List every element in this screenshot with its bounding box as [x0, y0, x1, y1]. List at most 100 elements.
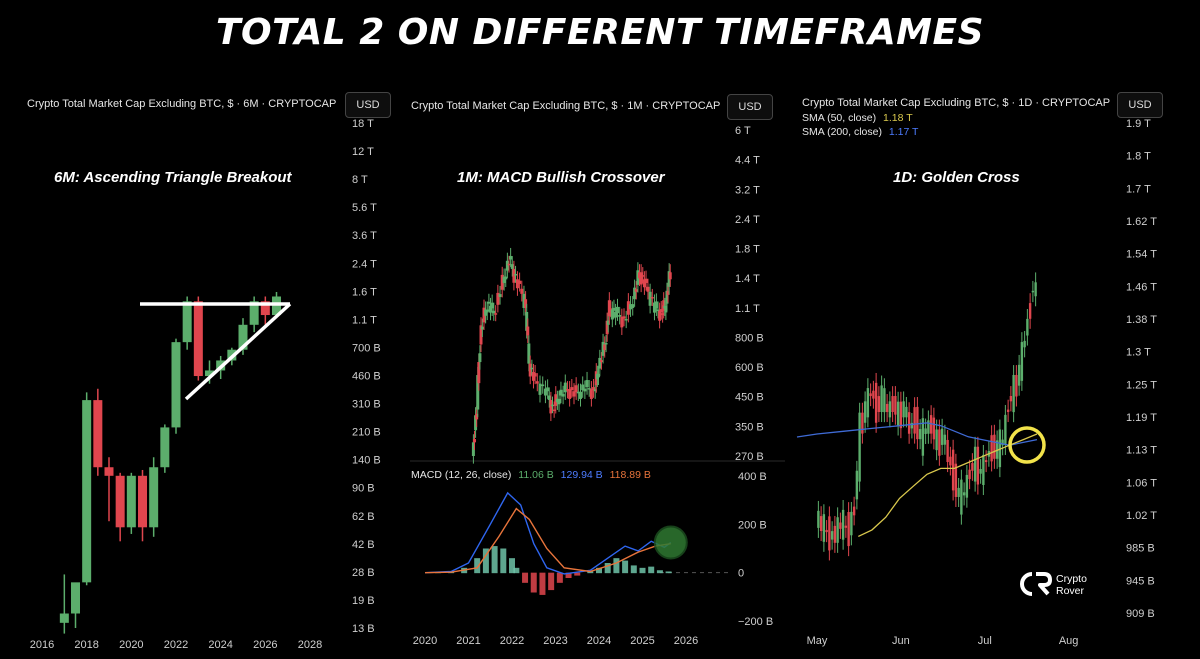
candle-1d	[990, 435, 993, 462]
candle-1d	[1026, 318, 1029, 336]
macd-histogram-bar	[500, 548, 507, 574]
macd-crossover-highlight	[653, 525, 688, 560]
y-tick-label-1d: 1.9 T	[1126, 118, 1151, 130]
candle-1m	[490, 302, 494, 309]
candle-1d	[1006, 409, 1010, 413]
x-tick-label-1m: 2025	[630, 635, 654, 647]
candle-1m	[638, 272, 642, 279]
macd-histogram-bar	[513, 567, 520, 574]
candle-1m	[581, 384, 585, 391]
candle-1m	[507, 263, 511, 266]
candle-1m	[642, 279, 646, 288]
macd-histogram-bar	[630, 565, 637, 574]
candle-1d	[872, 390, 875, 399]
candle-6m	[82, 400, 92, 583]
candle-1m	[607, 300, 611, 317]
chart-title-1m: Crypto Total Market Cap Excluding BTC, $…	[411, 100, 721, 112]
candle-1d	[954, 463, 958, 497]
candle-1d	[951, 449, 955, 491]
candle-1d	[943, 434, 947, 445]
y-tick-label-1m: 3.2 T	[735, 184, 760, 196]
currency-button-1m[interactable]: USD	[727, 94, 773, 120]
macd-legend-value: 11.06 B	[518, 469, 554, 481]
candle-1m	[485, 309, 489, 313]
candle-1m	[502, 276, 506, 283]
y-tick-label-6m: 210 B	[352, 427, 381, 439]
candle-1m	[646, 286, 650, 292]
y-tick-label-6m: 3.6 T	[352, 230, 377, 242]
candle-1d	[971, 463, 974, 471]
candle-1m	[528, 363, 532, 377]
candle-1d	[1017, 364, 1021, 386]
brand-line2: Rover	[1056, 585, 1085, 597]
candle-1d	[1004, 414, 1007, 445]
currency-button-6m[interactable]: USD	[345, 92, 391, 118]
candle-6m	[205, 370, 214, 377]
macd-histogram-bar	[509, 558, 515, 574]
macd-y-tick-label: −200 B	[738, 616, 773, 628]
y-tick-label-1m: 600 B	[735, 362, 764, 374]
x-tick-label-1m: 2020	[413, 635, 437, 647]
macd-histogram-bar	[574, 572, 581, 576]
candle-1d	[968, 469, 971, 480]
candle-1m	[535, 381, 539, 384]
candle-1d	[979, 468, 982, 474]
x-tick-label-6m: 2026	[253, 639, 277, 651]
candle-1m	[551, 404, 555, 407]
candle-1m	[634, 289, 638, 292]
candle-1d	[877, 396, 881, 413]
x-tick-label-1m: 2021	[456, 635, 480, 647]
candle-1m	[510, 264, 514, 269]
currency-button-1d[interactable]: USD	[1117, 92, 1163, 118]
candle-1m	[474, 415, 478, 431]
candle-1d	[962, 492, 966, 496]
candle-1m	[554, 394, 558, 406]
sma200-label: SMA (200, close)	[802, 126, 882, 138]
macd-histogram-bar	[604, 563, 611, 574]
macd-legend-signal: 129.94 B	[560, 469, 603, 481]
x-tick-label-6m: 2018	[74, 639, 98, 651]
candle-1m	[565, 389, 569, 391]
candle-6m	[249, 301, 259, 325]
candle-1m	[514, 273, 518, 276]
candle-1m	[518, 280, 522, 284]
candle-1m	[631, 304, 635, 308]
y-tick-label-6m: 13 B	[352, 623, 375, 635]
sma50-line	[858, 433, 1038, 537]
chart-title-6m: Crypto Total Market Cap Excluding BTC, $…	[27, 98, 337, 110]
candle-1m	[626, 301, 630, 315]
candle-1m	[620, 316, 624, 328]
candle-1m	[652, 302, 656, 313]
candle-1d	[850, 511, 853, 536]
candle-1m	[561, 393, 565, 397]
candle-1m	[484, 309, 488, 316]
chart-title-1d: Crypto Total Market Cap Excluding BTC, $…	[802, 97, 1111, 109]
candle-1m	[583, 388, 587, 392]
candle-1m	[559, 389, 563, 396]
y-tick-label-1d: 1.06 T	[1126, 477, 1157, 489]
macd-y-tick-label: 0	[738, 568, 744, 580]
candle-1m	[656, 309, 660, 312]
candle-1d	[1023, 340, 1026, 348]
candle-1m	[624, 319, 628, 321]
candle-1m	[570, 387, 574, 391]
caption-6m: 6M: Ascending Triangle Breakout	[54, 169, 292, 186]
macd-histogram-bar	[587, 571, 594, 574]
x-tick-label-1d: Jun	[892, 635, 910, 647]
candle-1m	[641, 275, 645, 277]
candle-6m	[71, 582, 80, 614]
macd-histogram-bar	[539, 572, 546, 595]
macd-histogram-bar	[648, 566, 655, 574]
macd-legend: MACD (12, 26, close) 11.06 B 129.94 B 11…	[411, 469, 651, 481]
candle-1d	[894, 395, 897, 415]
candle-1d	[874, 382, 878, 423]
candle-1m	[555, 398, 559, 403]
candle-1m	[478, 353, 482, 363]
sma50-value: 1.18 T	[883, 112, 913, 124]
page-title: TOTAL 2 ON DIFFERENT TIMEFRAMES	[215, 12, 985, 53]
x-tick-label-1d: Aug	[1059, 635, 1079, 647]
candle-1d	[918, 429, 922, 440]
candle-1m	[593, 389, 597, 392]
candle-1d	[940, 428, 944, 445]
